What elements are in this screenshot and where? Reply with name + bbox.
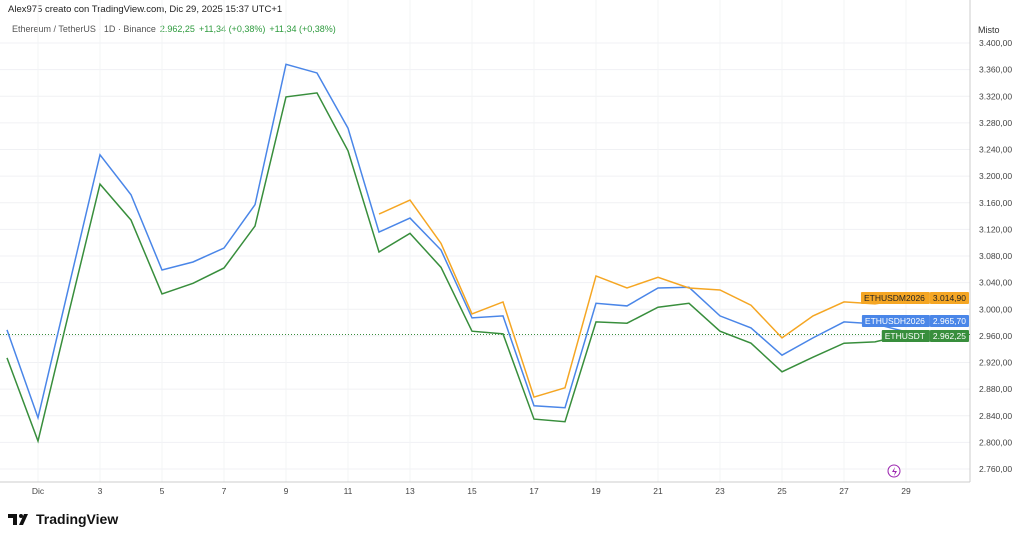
y-tick-label: 3.400,00 (979, 38, 1012, 48)
y-tick-label: 2.920,00 (979, 358, 1012, 368)
x-tick-label: 21 (653, 486, 663, 496)
x-tick-label: 25 (777, 486, 787, 496)
price-chart[interactable]: 3.400,00 3.360,00 3.320,00 3.280,00 3.240,00… (0, 0, 1024, 505)
price-tag (929, 292, 969, 304)
y-tick-label: 3.120,00 (979, 224, 1012, 234)
y-tick-label: 3.200,00 (979, 171, 1012, 181)
series-line-ethusdm2026 (378, 199, 907, 399)
symbol-name: Ethereum / TetherUS · 1D · Binance (12, 24, 156, 34)
series-name-tag (881, 330, 930, 342)
tradingview-logo-icon (8, 514, 28, 525)
x-tick-label: 7 (222, 486, 227, 496)
x-tick-label: 17 (529, 486, 539, 496)
series-name-label: ETHUSDH2026 (865, 316, 925, 326)
y-tick-label: 3.000,00 (979, 304, 1012, 314)
price-tag-label: 2.962,25 (933, 331, 966, 341)
y-tick-label: 2.760,00 (979, 464, 1012, 474)
lightning-bolt-icon (892, 467, 897, 476)
y-tick-label: 2.880,00 (979, 384, 1012, 394)
series-line-ethusdt (6, 92, 907, 444)
y-tick-label: 3.040,00 (979, 278, 1012, 288)
x-tick-label: 27 (839, 486, 849, 496)
price-tag (929, 330, 969, 342)
series-name-tag (861, 315, 930, 327)
x-tick-label: 5 (160, 486, 165, 496)
y-tick-label: 3.160,00 (979, 198, 1012, 208)
y-tick-label: 2.840,00 (979, 411, 1012, 421)
y-tick-label: 3.280,00 (979, 118, 1012, 128)
price-tag-label: 2.965,70 (933, 316, 966, 326)
y-tick-label: 2.800,00 (979, 437, 1012, 447)
x-tick-label: Dic (32, 486, 45, 496)
price-tag-label: 3.014,90 (933, 293, 966, 303)
x-tick-label: 15 (467, 486, 477, 496)
scale-mode[interactable]: Misto (978, 25, 1000, 35)
last-price: 2.962,25 (159, 24, 195, 34)
chart-credit: Alex975 creato con TradingView.com, Dic … (8, 4, 283, 15)
series-name-tag (860, 292, 930, 304)
x-tick-label: 23 (715, 486, 725, 496)
x-tick-label: 3 (98, 486, 103, 496)
y-tick-label: 3.240,00 (979, 145, 1012, 155)
change-1: +11,34 (+0,38%) (198, 24, 266, 34)
price-tag (929, 315, 969, 327)
series-name-label: ETHUSDT (885, 331, 925, 341)
series-line-ethusdh2026 (6, 63, 907, 421)
y-tick-label: 2.960,00 (979, 331, 1012, 341)
y-tick-label: 3.080,00 (979, 251, 1012, 261)
x-tick-label: 29 (901, 486, 911, 496)
y-tick-label: 3.360,00 (979, 65, 1012, 75)
tradingview-logo[interactable]: TradingView (8, 511, 118, 527)
series-name-label: ETHUSDM2026 (864, 293, 925, 303)
x-tick-label: 11 (344, 486, 353, 496)
x-tick-label: 19 (591, 486, 601, 496)
x-tick-label: 13 (405, 486, 415, 496)
y-tick-label: 3.320,00 (979, 91, 1012, 101)
logo-text: TradingView (36, 511, 119, 527)
change-2: +11,34 (+0,38%) (269, 24, 336, 34)
symbol-legend: Ethereum / TetherUS · 1D · Binance 2.962,… (12, 24, 336, 34)
x-tick-label: 9 (284, 486, 289, 496)
